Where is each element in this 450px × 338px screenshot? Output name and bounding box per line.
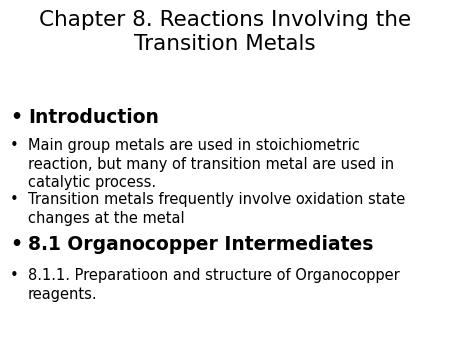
- Text: •: •: [10, 108, 22, 127]
- Text: •: •: [10, 268, 19, 283]
- Text: •: •: [10, 138, 19, 153]
- Text: 8.1.1. Preparatioon and structure of Organocopper
reagents.: 8.1.1. Preparatioon and structure of Org…: [28, 268, 400, 301]
- Text: Introduction: Introduction: [28, 108, 159, 127]
- Text: •: •: [10, 235, 22, 254]
- Text: Transition metals frequently involve oxidation state
changes at the metal: Transition metals frequently involve oxi…: [28, 192, 405, 225]
- Text: Chapter 8. Reactions Involving the
Transition Metals: Chapter 8. Reactions Involving the Trans…: [39, 10, 411, 54]
- Text: Main group metals are used in stoichiometric
reaction, but many of transition me: Main group metals are used in stoichiome…: [28, 138, 394, 190]
- Text: 8.1 Organocopper Intermediates: 8.1 Organocopper Intermediates: [28, 235, 374, 254]
- Text: •: •: [10, 192, 19, 207]
